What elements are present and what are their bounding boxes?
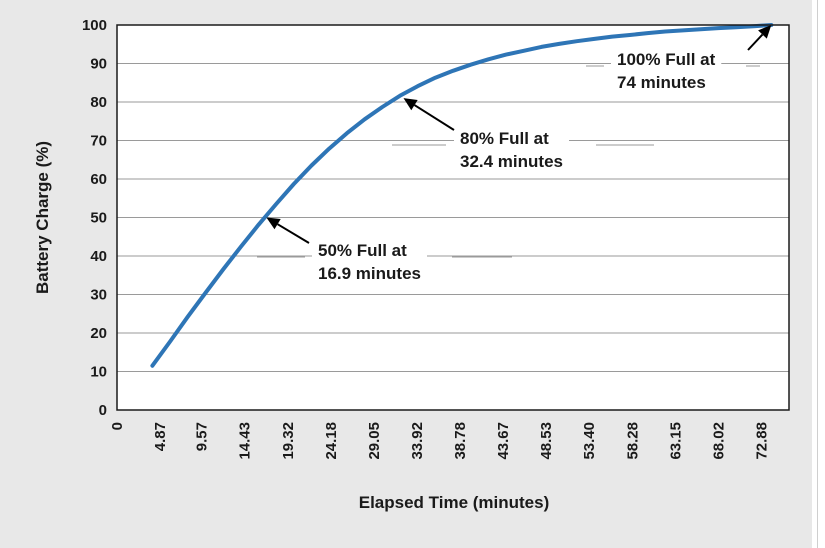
- annotation-arrow-shaft: [413, 104, 455, 131]
- y-tick-label: 90: [90, 56, 107, 73]
- y-tick-label: 0: [99, 402, 107, 419]
- x-axis-title: Elapsed Time (minutes): [359, 493, 550, 512]
- x-tick-label: 43.67: [495, 422, 512, 460]
- x-axis-ticks: 0 4.87 9.57 14.43 19.32 24.18 29.05 33.92 38.78 4…: [109, 422, 770, 460]
- annotation-background: [312, 238, 427, 286]
- x-tick-label: 72.88: [753, 422, 770, 460]
- x-tick-label: 58.28: [624, 422, 641, 460]
- x-tick-label: 0: [109, 422, 126, 430]
- annotation-arrow-head: [758, 25, 772, 39]
- y-tick-label: 100: [82, 17, 107, 34]
- annotations: 50% Full at 16.9 minutes 80% Full at 32.4 m…: [257, 47, 760, 286]
- x-tick-label: 24.18: [323, 422, 340, 460]
- x-tick-label: 19.32: [280, 422, 297, 460]
- annotation-label: 32.4 minutes: [460, 152, 563, 171]
- x-tick-label: 38.78: [452, 422, 469, 460]
- annotation-background: [454, 126, 569, 174]
- x-tick-label: 48.53: [538, 422, 555, 460]
- annotation-arrow-head: [403, 98, 418, 111]
- x-tick-label: 4.87: [152, 422, 169, 451]
- annotation-label: 80% Full at: [460, 129, 549, 148]
- x-tick-label: 29.05: [366, 422, 383, 460]
- annotation-arrow-head: [266, 217, 281, 230]
- y-tick-label: 60: [90, 171, 107, 188]
- annotation-arrow-shaft: [747, 33, 764, 51]
- annotation-arrow-shaft: [277, 223, 310, 244]
- y-tick-label: 20: [90, 325, 107, 342]
- plot-border: [116, 24, 790, 411]
- y-axis-title: Battery Charge (%): [33, 141, 52, 294]
- x-tick-label: 63.15: [667, 422, 684, 460]
- annotation-label: 74 minutes: [617, 73, 706, 92]
- y-axis-ticks: 0 10 20 30 40 50 60 70 80 90 100: [82, 17, 107, 419]
- y-tick-label: 50: [90, 210, 107, 227]
- y-tick-label: 30: [90, 287, 107, 304]
- grid-lines: [117, 63, 789, 372]
- annotation-label: 100% Full at: [617, 50, 716, 69]
- series-line: [150, 23, 774, 368]
- x-tick-label: 33.92: [409, 422, 426, 460]
- annotation-background: [611, 47, 722, 95]
- y-tick-label: 10: [90, 364, 107, 381]
- y-tick-label: 80: [90, 94, 107, 111]
- x-tick-label: 9.57: [194, 422, 211, 451]
- x-tick-label: 68.02: [710, 422, 727, 460]
- annotation-label: 16.9 minutes: [318, 264, 421, 283]
- y-tick-label: 70: [90, 133, 107, 150]
- annotation-arrows: [266, 25, 772, 244]
- x-tick-label: 14.43: [237, 422, 254, 460]
- annotation-label: 50% Full at: [318, 241, 407, 260]
- x-tick-label: 53.40: [581, 422, 598, 460]
- page-edge-line: [817, 0, 818, 548]
- y-tick-label: 40: [90, 248, 107, 265]
